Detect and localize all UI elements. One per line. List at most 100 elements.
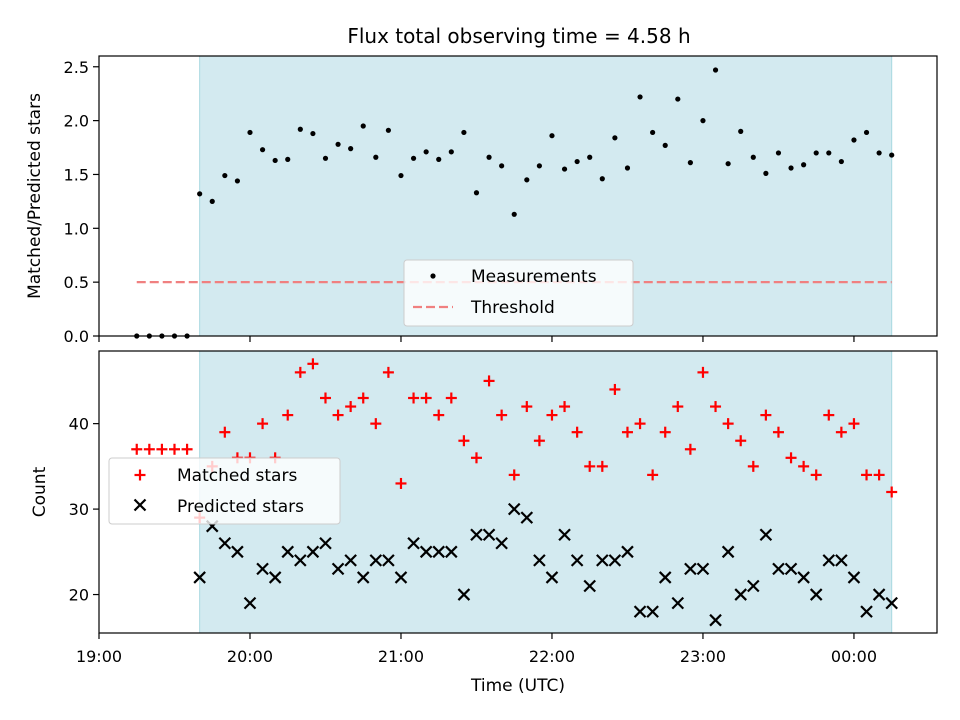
matched-star-point [621,426,633,438]
matched-star-point [634,418,646,430]
legend-predicted-x [133,498,147,512]
predicted-star-point [407,536,420,550]
measurement-point [436,156,442,162]
measurement-point [348,146,354,152]
measurement-point [398,172,404,179]
measurement-point [738,128,744,134]
matched-star-point [408,392,420,404]
matched-star-point [181,443,193,455]
predicted-stars-points [193,502,898,627]
predicted-star-point [256,562,269,576]
ratio-y-tick-label: 2.5 [64,58,89,77]
matched-star-point [483,375,495,387]
predicted-star-point [369,554,383,567]
ratio-y-ticks: 0.0 0.5 1.0 1.5 2.0 2.5 [64,58,99,346]
measurement-point [373,154,379,160]
matched-star-point [420,392,432,404]
count-y-tick-label: 20 [69,586,89,605]
measurement-point [813,150,819,156]
matched-star-point [647,469,659,481]
predicted-star-point [709,613,722,627]
measurement-point [322,155,329,161]
measurement-point [838,158,844,165]
predicted-star-point [470,528,483,542]
ratio-y-tick-label: 2.0 [64,112,89,131]
predicted-star-point [608,554,622,567]
predicted-star-point [432,545,446,559]
ratio-y-tick-label: 1.0 [64,219,89,238]
matched-star-point [861,469,873,481]
measurement-point [788,165,794,171]
measurement-point [863,129,870,136]
measurement-point [448,149,454,155]
measurement-point [876,150,882,156]
matched-star-point [684,443,696,455]
measurement-point [624,165,631,171]
measurement-point [536,163,542,169]
matched-star-point [735,435,747,447]
measurement-point [675,96,681,102]
matched-star-point [521,401,533,413]
predicted-star-point [281,545,295,559]
measurement-point [234,178,241,184]
matched-star-point [294,366,306,378]
predicted-star-point [495,536,508,550]
predicted-star-point [872,588,886,601]
predicted-star-point [847,571,861,584]
matched-star-point [672,401,684,413]
matched-star-point [886,486,898,498]
matched-star-point [823,409,835,421]
measurement-point [700,118,706,124]
predicted-star-point [533,554,546,567]
measurement-point [587,154,593,160]
ratio-y-tick-label: 0.0 [64,327,89,346]
matched-star-point [433,409,445,421]
predicted-star-point [558,528,571,542]
legend-measurements-label: Measurements [471,267,597,287]
ratio-y-tick-label: 0.5 [64,273,89,292]
predicted-star-point [885,596,898,610]
matched-star-point [596,460,608,472]
matched-star-point [697,366,709,378]
legend-matched-marker [134,469,146,481]
measurement-point [272,157,278,164]
predicted-star-point [394,571,408,584]
matched-star-point [168,443,180,455]
legend-matched-plus [134,469,146,481]
count-y-tick-label: 30 [69,500,89,519]
predicted-star-point [382,554,395,567]
matched-star-point [659,426,671,438]
matched-star-point [143,443,155,455]
predicted-star-point [646,605,659,618]
ratio-panel-frame [98,55,938,337]
measurement-point [750,154,756,160]
predicted-star-point [419,545,433,559]
predicted-star-point [507,502,521,516]
predicted-star-point [671,596,685,610]
predicted-star-point [482,528,496,542]
legend-predicted-label: Predicted stars [177,497,304,517]
measurement-point [511,211,517,217]
measurement-point [423,149,429,155]
matched-star-point [508,469,520,481]
predicted-star-point [633,605,647,618]
matched-star-point [873,469,885,481]
predicted-star-point [294,554,307,567]
measurement-point [725,161,731,167]
matched-star-point [584,460,596,472]
matched-star-point [257,418,269,430]
matched-star-point [772,426,784,438]
ratio-x-ticks [98,336,855,342]
measurement-point [662,142,668,148]
matched-star-point [357,392,369,404]
predicted-star-point [772,562,785,576]
matched-star-point [747,460,759,472]
matched-star-point [785,452,797,464]
matched-star-point [345,401,357,413]
count-y-tick-label: 40 [69,415,89,434]
matched-star-point [382,366,394,378]
count-legend: Matched stars Predicted stars [108,457,341,525]
matched-star-point [370,418,382,430]
measurement-point [637,94,643,100]
